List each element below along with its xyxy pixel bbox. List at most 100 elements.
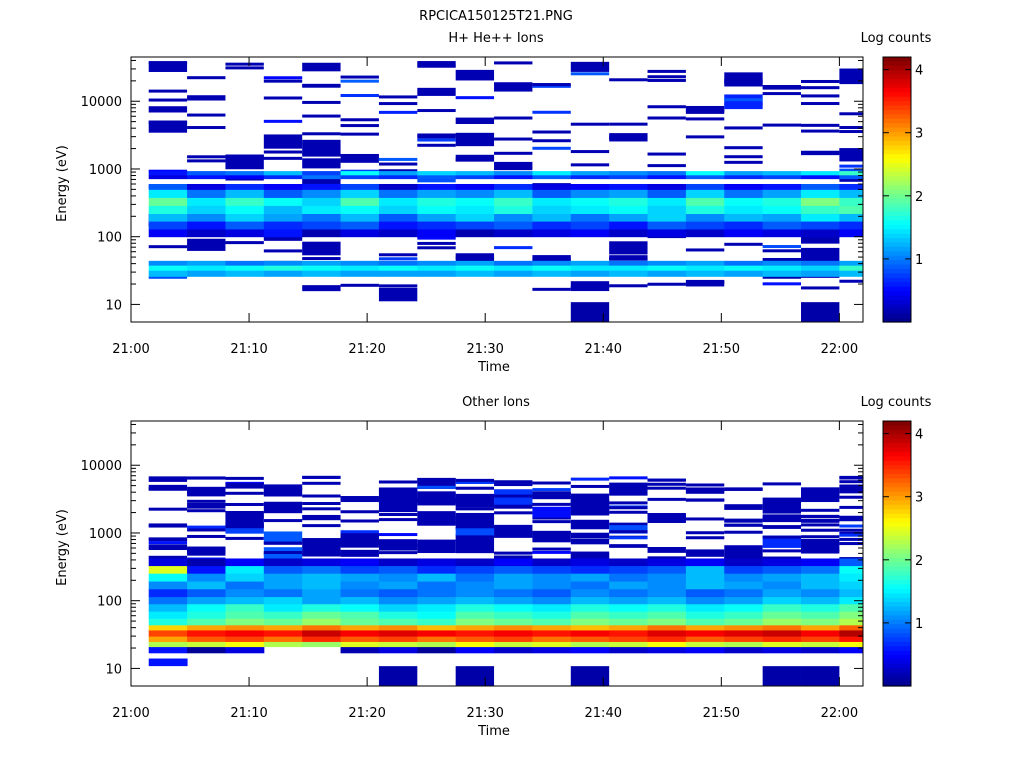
heatmap-cell xyxy=(302,636,342,642)
heatmap-cell xyxy=(839,603,864,612)
heatmap-cell xyxy=(609,522,648,526)
heatmap-cell xyxy=(187,159,226,163)
heatmap-cell xyxy=(685,646,725,654)
heatmap-cell xyxy=(302,153,341,157)
heatmap-cell xyxy=(148,189,188,198)
colorbar-swatch xyxy=(883,193,911,199)
heatmap-cell xyxy=(724,242,763,246)
heatmap-cell xyxy=(762,641,802,648)
colorbar-swatch xyxy=(883,624,911,630)
heatmap-cell xyxy=(685,629,725,637)
heatmap-cell xyxy=(685,135,725,139)
heatmap-cell xyxy=(839,130,863,134)
heatmap-cell xyxy=(455,666,495,686)
heatmap-cell xyxy=(570,532,610,536)
heatmap-cell xyxy=(340,530,379,534)
heatmap-cell xyxy=(570,624,610,631)
heatmap-cell xyxy=(263,270,303,277)
heatmap-cell xyxy=(417,539,456,554)
heatmap-cell xyxy=(417,618,457,626)
heatmap-cell xyxy=(609,536,648,540)
heatmap-cell xyxy=(839,148,863,162)
heatmap-cell xyxy=(340,581,380,590)
heatmap-cell xyxy=(801,79,840,83)
heatmap-cell xyxy=(609,618,649,626)
heatmap-cell xyxy=(801,518,840,522)
heatmap-cell xyxy=(570,519,610,527)
heatmap-cell xyxy=(724,189,764,198)
heatmap-cell xyxy=(570,596,610,605)
heatmap-cell xyxy=(417,603,457,612)
heatmap-cell xyxy=(225,260,265,266)
heatmap-cell xyxy=(494,189,533,198)
heatmap-cell xyxy=(839,629,864,637)
colorbar-swatch xyxy=(883,233,911,239)
heatmap-cell xyxy=(417,171,457,176)
heatmap-cell xyxy=(494,505,533,509)
heatmap-cell xyxy=(148,121,188,125)
heatmap-cell xyxy=(187,565,226,574)
heatmap-cell xyxy=(494,511,533,515)
heatmap-cell xyxy=(839,518,863,522)
heatmap-cell xyxy=(187,183,226,190)
heatmap-cell xyxy=(609,510,648,514)
heatmap-cell xyxy=(494,213,533,222)
heatmap-cell xyxy=(340,498,379,502)
heatmap-cell xyxy=(263,265,303,271)
colorbar-swatch xyxy=(883,509,911,515)
heatmap-cell xyxy=(187,534,226,538)
heatmap-cell xyxy=(187,260,226,266)
heatmap-cell xyxy=(263,541,303,545)
heatmap-cell xyxy=(494,265,533,271)
heatmap-cell xyxy=(685,536,725,540)
heatmap-cell xyxy=(148,544,188,548)
heatmap-cell xyxy=(225,536,264,540)
colorbar-swatch xyxy=(883,628,911,634)
heatmap-cell xyxy=(378,629,418,637)
heatmap-cell xyxy=(532,646,572,654)
heatmap-cell xyxy=(801,189,840,198)
heatmap-cell xyxy=(263,581,303,590)
colorbar-swatch xyxy=(883,504,911,510)
heatmap-cell xyxy=(685,183,725,190)
heatmap-cell xyxy=(647,624,687,631)
heatmap-cell xyxy=(225,156,264,160)
heatmap-cell xyxy=(762,629,802,637)
heatmap-cell xyxy=(839,183,864,190)
heatmap-cell xyxy=(263,501,303,514)
heatmap-cell xyxy=(417,174,457,180)
heatmap-cell xyxy=(532,84,571,88)
heatmap-cell xyxy=(187,476,226,480)
colorbar-swatch xyxy=(883,531,911,537)
heatmap-cell xyxy=(187,624,226,631)
heatmap-cell xyxy=(494,483,533,487)
heatmap-cell xyxy=(801,528,840,532)
x-tick-label: 21:00 xyxy=(112,706,149,721)
heatmap-cell xyxy=(455,641,495,648)
heatmap-cell xyxy=(839,205,864,214)
heatmap-cell xyxy=(801,596,840,605)
heatmap-cell xyxy=(647,581,687,590)
heatmap-cell xyxy=(187,189,226,198)
heatmap-cell xyxy=(378,157,418,161)
heatmap-cell xyxy=(225,476,264,480)
colorbar-swatch xyxy=(883,571,911,577)
heatmap-cell xyxy=(148,611,188,619)
heatmap-cell xyxy=(417,581,457,590)
heatmap-cell xyxy=(647,116,686,120)
y-axis-label: Energy (eV) xyxy=(55,145,70,222)
heatmap-cell xyxy=(263,603,303,612)
heatmap-cell xyxy=(762,245,802,249)
heatmap-cell xyxy=(724,213,764,222)
heatmap-cell xyxy=(609,544,648,548)
heatmap-cell xyxy=(570,588,610,598)
heatmap-cell xyxy=(762,525,802,529)
heatmap-cell xyxy=(839,265,864,271)
heatmap-cell xyxy=(378,533,418,537)
heatmap-cell xyxy=(455,581,495,590)
heatmap-cell xyxy=(225,485,264,489)
colorbar-swatch xyxy=(883,176,911,182)
heatmap-cell xyxy=(455,213,495,222)
heatmap-cell xyxy=(647,183,687,190)
heatmap-cell xyxy=(801,213,840,222)
